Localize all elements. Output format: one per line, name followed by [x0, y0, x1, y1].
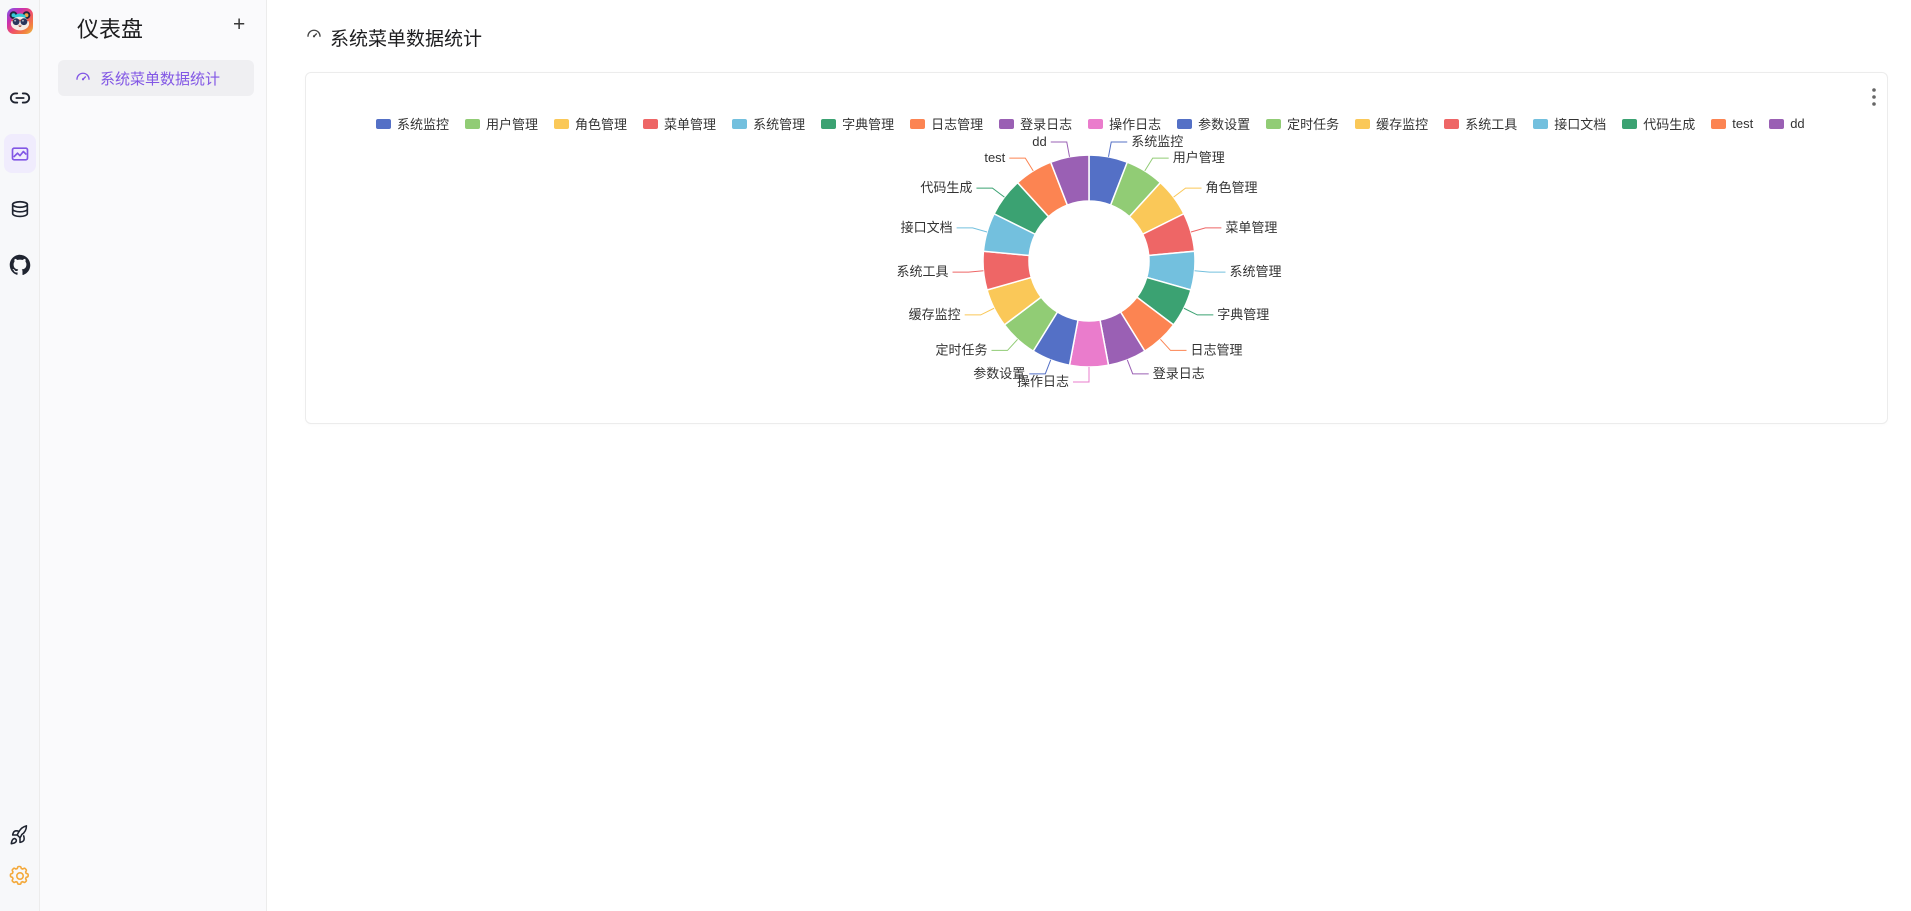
svg-text:登录日志: 登录日志 — [1153, 366, 1205, 381]
svg-text:用户管理: 用户管理 — [1173, 150, 1225, 165]
svg-text:系统工具: 系统工具 — [897, 264, 949, 279]
svg-text:参数设置: 参数设置 — [973, 366, 1025, 381]
svg-text:系统监控: 系统监控 — [1131, 134, 1183, 149]
svg-text:缓存监控: 缓存监控 — [909, 307, 961, 322]
svg-text:字典管理: 字典管理 — [1217, 307, 1269, 322]
svg-text:日志管理: 日志管理 — [1191, 342, 1243, 357]
svg-text:定时任务: 定时任务 — [935, 342, 987, 357]
svg-text:菜单管理: 菜单管理 — [1225, 220, 1277, 235]
svg-text:test: test — [984, 150, 1005, 165]
svg-text:角色管理: 角色管理 — [1206, 180, 1258, 195]
svg-text:接口文档: 接口文档 — [901, 220, 953, 235]
svg-text:dd: dd — [1032, 134, 1046, 149]
svg-text:代码生成: 代码生成 — [920, 180, 972, 195]
svg-text:系统管理: 系统管理 — [1229, 264, 1281, 279]
